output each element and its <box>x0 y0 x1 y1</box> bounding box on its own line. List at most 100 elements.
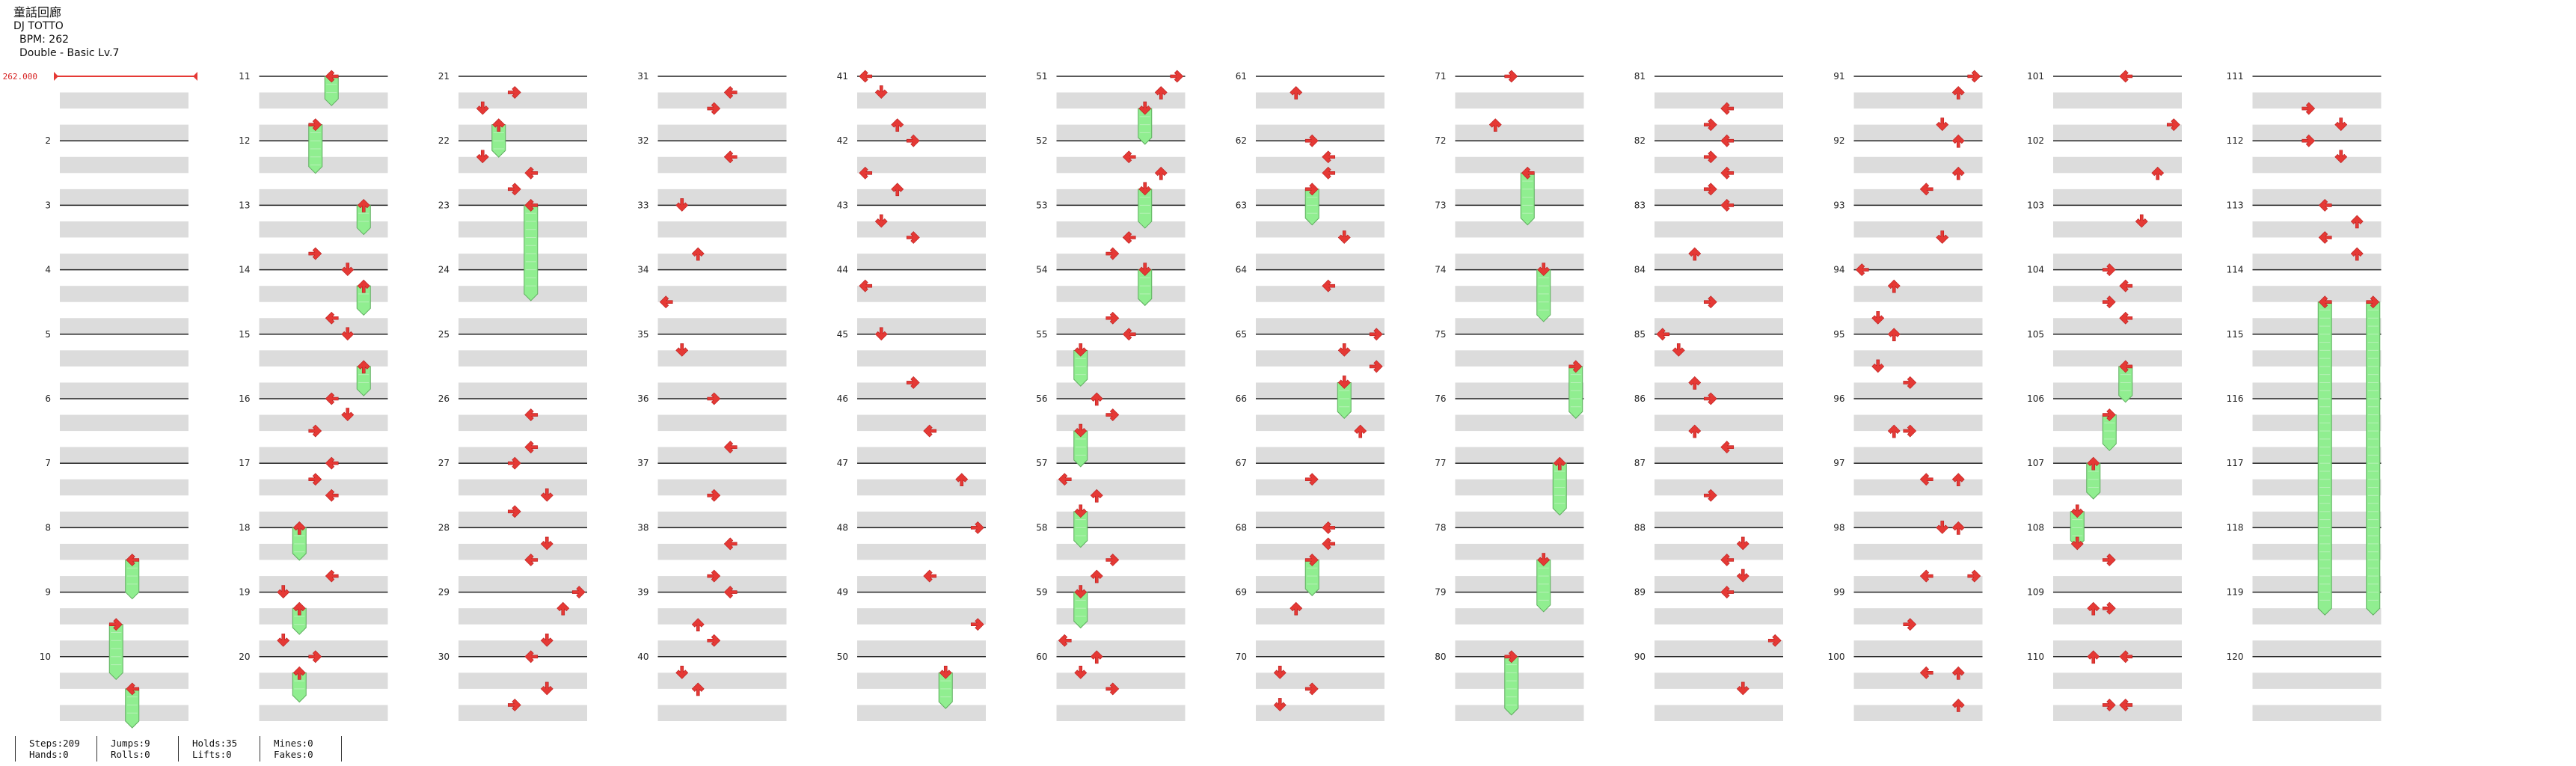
arrow-shape <box>675 198 689 212</box>
measure-number: 81 <box>1634 71 1646 82</box>
arrow-note <box>1736 569 1749 583</box>
beat-band <box>1056 479 1186 496</box>
right-arrow-icon <box>707 488 721 502</box>
left-arrow-icon <box>723 150 737 164</box>
beat-band <box>259 705 388 721</box>
beat-band <box>259 640 388 657</box>
arrow-shape <box>1273 698 1287 711</box>
beat-band <box>2053 608 2182 625</box>
beat-band <box>1655 414 1783 432</box>
right-arrow-icon <box>1304 183 1319 196</box>
measure-number: 62 <box>1236 135 1247 146</box>
up-arrow-icon <box>1887 279 1901 293</box>
measure-number: 103 <box>2027 200 2044 210</box>
beat-band <box>1455 382 1584 399</box>
arrow-note <box>675 343 689 357</box>
beat-band <box>1853 705 1983 721</box>
arrow-note <box>325 311 339 325</box>
beat-band <box>459 221 587 238</box>
bpm-marker-label: 262.000 <box>3 72 37 82</box>
up-arrow-icon <box>1688 376 1702 390</box>
arrow-shape <box>1369 360 1383 373</box>
arrow-note <box>1105 311 1120 325</box>
arrow-note <box>325 456 339 470</box>
measure-number: 111 <box>2227 71 2244 82</box>
hold-note <box>2317 295 2332 616</box>
beat-band <box>60 318 188 334</box>
arrow-shape <box>1887 328 1901 342</box>
arrow-shape <box>325 392 339 405</box>
left-arrow-icon <box>723 86 737 99</box>
stat-holds: Holds:35 <box>192 738 238 749</box>
beat-band <box>259 189 388 206</box>
beat-band <box>1655 382 1783 399</box>
arrow-shape <box>723 441 737 454</box>
arrow-shape <box>1122 150 1136 164</box>
arrow-note <box>2334 150 2348 164</box>
beat-band <box>1056 705 1186 721</box>
measure-number: 9 <box>45 587 51 598</box>
left-arrow-icon <box>1122 231 1136 244</box>
up-arrow-icon <box>292 521 306 535</box>
left-arrow-icon <box>524 166 539 180</box>
down-arrow-icon <box>1337 343 1351 357</box>
beat-band <box>1655 672 1783 689</box>
beat-band <box>459 543 587 560</box>
arrow-note <box>1703 488 1717 502</box>
measure-number: 10 <box>40 652 51 662</box>
down-arrow-icon <box>341 263 355 277</box>
beat-band <box>459 414 587 432</box>
down-arrow-icon <box>1537 263 1551 277</box>
arrow-note <box>2350 247 2364 261</box>
arrow-note <box>2119 650 2133 664</box>
left-arrow-icon <box>2119 279 2133 292</box>
arrow-shape <box>970 521 984 534</box>
beat-band <box>459 189 587 206</box>
arrow-shape <box>507 699 521 711</box>
beat-band <box>1655 318 1783 334</box>
beat-band <box>60 254 188 270</box>
measure-number: 86 <box>1634 393 1646 404</box>
arrow-shape <box>1688 424 1702 438</box>
beat-band <box>259 608 388 625</box>
arrow-note <box>1903 618 1917 631</box>
beat-band <box>657 318 787 334</box>
up-arrow-icon <box>2087 650 2100 664</box>
hold-note <box>1552 456 1567 516</box>
arrow-shape <box>325 70 339 83</box>
arrow-shape <box>2102 699 2116 711</box>
arrow-note <box>325 569 339 583</box>
measure-number: 70 <box>1236 652 1247 662</box>
hold-note <box>1138 101 1153 145</box>
right-arrow-icon <box>108 618 123 631</box>
beat-band <box>2053 479 2182 496</box>
stats-group-jumps: Jumps:9 Rolls:0 <box>96 736 178 762</box>
beat-band <box>2053 318 2182 334</box>
beat-band <box>857 414 986 432</box>
arrow-note <box>923 569 937 583</box>
beat-band <box>2252 479 2382 496</box>
down-arrow-icon <box>341 408 355 421</box>
arrow-shape <box>1688 247 1702 261</box>
right-arrow-icon <box>571 586 586 599</box>
beat-band <box>259 350 388 367</box>
up-arrow-icon <box>1951 666 1965 680</box>
arrow-shape <box>325 311 339 325</box>
arrow-shape <box>1951 666 1965 680</box>
down-arrow-icon <box>939 666 952 679</box>
right-arrow-icon <box>1105 682 1120 696</box>
beat-band <box>1056 156 1186 174</box>
hold-note <box>1073 343 1088 387</box>
arrow-shape <box>1074 343 1088 357</box>
arrow-note <box>1322 166 1336 180</box>
measure-number: 99 <box>1833 587 1844 598</box>
arrow-shape <box>1521 166 1535 180</box>
measure-number: 85 <box>1634 329 1646 340</box>
right-arrow-icon <box>2102 554 2116 566</box>
arrow-shape <box>707 634 721 647</box>
up-arrow-icon <box>2151 166 2165 180</box>
beat-band <box>2053 543 2182 560</box>
arrow-shape <box>1871 359 1885 373</box>
arrow-note <box>707 569 721 583</box>
arrow-shape <box>1170 70 1184 83</box>
